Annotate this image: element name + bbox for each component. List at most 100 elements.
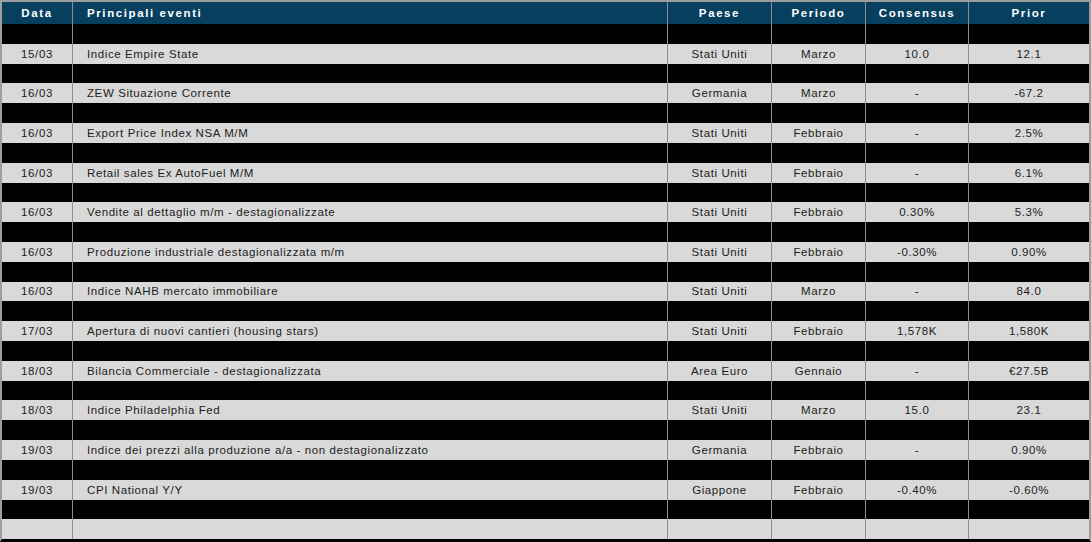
spacer-row bbox=[2, 262, 1089, 282]
column-header-data: Data bbox=[2, 2, 73, 24]
cell-date: 16/03 bbox=[2, 83, 73, 103]
cell-country: Stati Uniti bbox=[668, 282, 772, 302]
table-row: 16/03 Produzione industriale destagional… bbox=[2, 242, 1089, 262]
cell-event: Indice Philadelphia Fed bbox=[73, 400, 668, 420]
cell-event: Apertura di nuovi cantieri (housing star… bbox=[73, 321, 668, 341]
spacer-row bbox=[2, 64, 1089, 84]
cell-country: Giappone bbox=[668, 480, 772, 500]
column-header-principali-eventi: Principali eventi bbox=[73, 2, 668, 24]
cell-date: 16/03 bbox=[2, 123, 73, 143]
cell-period: Gennaio bbox=[772, 361, 866, 381]
spacer-row bbox=[2, 222, 1089, 242]
cell-event: Indice Empire State bbox=[73, 44, 668, 64]
cell-event: ZEW Situazione Corrente bbox=[73, 83, 668, 103]
cell-period: Febbraio bbox=[772, 123, 866, 143]
spacer-row bbox=[2, 420, 1089, 440]
cell-prior: €27.5B bbox=[969, 361, 1089, 381]
cell-consensus: 10.0 bbox=[866, 44, 969, 64]
cell-event: CPI National Y/Y bbox=[73, 480, 668, 500]
cell-date: 15/03 bbox=[2, 44, 73, 64]
spacer-row bbox=[2, 183, 1089, 203]
cell-date: 16/03 bbox=[2, 202, 73, 222]
cell-country: Germania bbox=[668, 83, 772, 103]
cell-country: Stati Uniti bbox=[668, 321, 772, 341]
cell-consensus: - bbox=[866, 361, 969, 381]
cell-period: Febbraio bbox=[772, 163, 866, 183]
column-header-consensus: Consensus bbox=[866, 2, 969, 24]
column-header-paese: Paese bbox=[668, 2, 772, 24]
table-row: 18/03 Bilancia Commerciale - destagional… bbox=[2, 361, 1089, 381]
cell-prior: 12.1 bbox=[969, 44, 1089, 64]
table-row: 17/03 Apertura di nuovi cantieri (housin… bbox=[2, 321, 1089, 341]
cell-event: Indice NAHB mercato immobiliare bbox=[73, 282, 668, 302]
spacer-row bbox=[2, 103, 1089, 123]
cell-prior: 5.3% bbox=[969, 202, 1089, 222]
cell-date: 18/03 bbox=[2, 400, 73, 420]
cell-country: Stati Uniti bbox=[668, 242, 772, 262]
cell-event: Retail sales Ex AutoFuel M/M bbox=[73, 163, 668, 183]
table-row: 16/03 ZEW Situazione Corrente Germania M… bbox=[2, 83, 1089, 103]
cell-event: Produzione industriale destagionalizzata… bbox=[73, 242, 668, 262]
cell-period: Marzo bbox=[772, 83, 866, 103]
cell-event: Vendite al dettaglio m/m - destagionaliz… bbox=[73, 202, 668, 222]
cell-period: Febbraio bbox=[772, 321, 866, 341]
cell-prior: -67.2 bbox=[969, 83, 1089, 103]
column-header-periodo: Periodo bbox=[772, 2, 866, 24]
table-row: 19/03 CPI National Y/Y Giappone Febbraio… bbox=[2, 480, 1089, 500]
cell-prior: 23.1 bbox=[969, 400, 1089, 420]
cell-consensus: 1,578K bbox=[866, 321, 969, 341]
cell-country: Stati Uniti bbox=[668, 400, 772, 420]
cell-date: 19/03 bbox=[2, 440, 73, 460]
cell-event: Bilancia Commerciale - destagionalizzata bbox=[73, 361, 668, 381]
spacer-row bbox=[2, 24, 1089, 44]
table-row: 16/03 Export Price Index NSA M/M Stati U… bbox=[2, 123, 1089, 143]
cell-country: Stati Uniti bbox=[668, 202, 772, 222]
table-row: 16/03 Vendite al dettaglio m/m - destagi… bbox=[2, 202, 1089, 222]
spacer-row bbox=[2, 460, 1089, 480]
cell-country: Area Euro bbox=[668, 361, 772, 381]
cell-prior: 1,580K bbox=[969, 321, 1089, 341]
cell-event: Indice dei prezzi alla produzione a/a - … bbox=[73, 440, 668, 460]
cell-period: Marzo bbox=[772, 44, 866, 64]
cell-consensus: - bbox=[866, 282, 969, 302]
cell-consensus: - bbox=[866, 440, 969, 460]
table-row: 16/03 Retail sales Ex AutoFuel M/M Stati… bbox=[2, 163, 1089, 183]
table-row: 16/03 Indice NAHB mercato immobiliare St… bbox=[2, 282, 1089, 302]
cell-consensus: - bbox=[866, 83, 969, 103]
cell-period: Febbraio bbox=[772, 242, 866, 262]
cell-date: 16/03 bbox=[2, 282, 73, 302]
spacer-row bbox=[2, 341, 1089, 361]
cell-consensus: -0.40% bbox=[866, 480, 969, 500]
cell-date: 19/03 bbox=[2, 480, 73, 500]
cell-prior: 0.90% bbox=[969, 440, 1089, 460]
cell-date: 17/03 bbox=[2, 321, 73, 341]
table-row: 19/03 Indice dei prezzi alla produzione … bbox=[2, 440, 1089, 460]
cell-date: 16/03 bbox=[2, 242, 73, 262]
cell-event: Export Price Index NSA M/M bbox=[73, 123, 668, 143]
cell-country: Stati Uniti bbox=[668, 123, 772, 143]
cell-country: Germania bbox=[668, 440, 772, 460]
table-row: 18/03 Indice Philadelphia Fed Stati Unit… bbox=[2, 400, 1089, 420]
cell-prior: 84.0 bbox=[969, 282, 1089, 302]
economic-calendar-table: Data Principali eventi Paese Periodo Con… bbox=[0, 0, 1091, 542]
column-header-prior: Prior bbox=[969, 2, 1089, 24]
spacer-row bbox=[2, 301, 1089, 321]
cell-date: 16/03 bbox=[2, 163, 73, 183]
cell-country: Stati Uniti bbox=[668, 163, 772, 183]
cell-period: Marzo bbox=[772, 400, 866, 420]
cell-country: Stati Uniti bbox=[668, 44, 772, 64]
cell-consensus: 15.0 bbox=[866, 400, 969, 420]
cell-date: 18/03 bbox=[2, 361, 73, 381]
cell-prior: -0.60% bbox=[969, 480, 1089, 500]
cell-prior: 2.5% bbox=[969, 123, 1089, 143]
cell-period: Febbraio bbox=[772, 480, 866, 500]
spacer-row bbox=[2, 143, 1089, 163]
cell-prior: 0.90% bbox=[969, 242, 1089, 262]
empty-row bbox=[2, 519, 1089, 539]
spacer-row bbox=[2, 381, 1089, 401]
cell-period: Febbraio bbox=[772, 440, 866, 460]
cell-prior: 6.1% bbox=[969, 163, 1089, 183]
table-header-row: Data Principali eventi Paese Periodo Con… bbox=[2, 2, 1089, 24]
cell-period: Marzo bbox=[772, 282, 866, 302]
spacer-row bbox=[2, 500, 1089, 520]
